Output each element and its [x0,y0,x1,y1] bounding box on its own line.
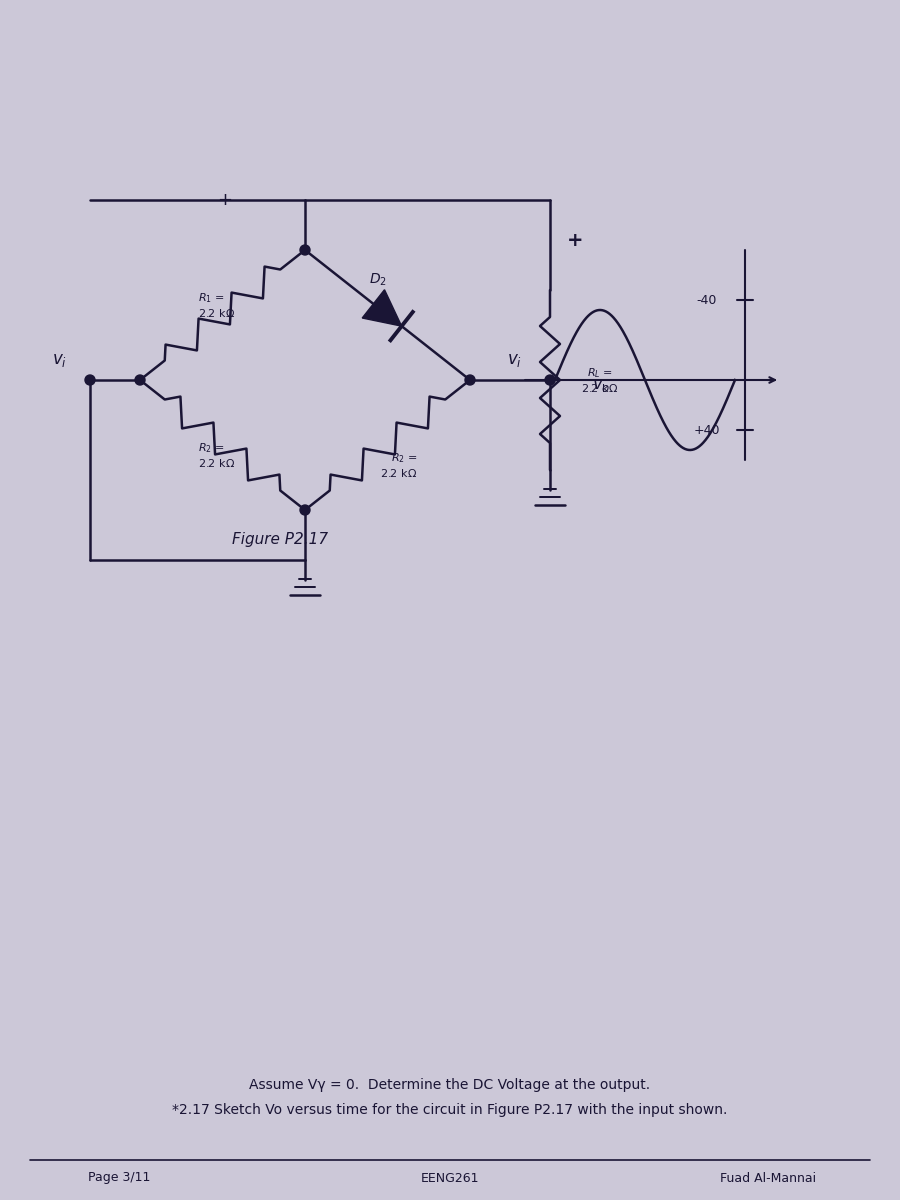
Text: EENG261: EENG261 [420,1171,479,1184]
Circle shape [300,245,310,254]
Text: $v_i$: $v_i$ [508,350,523,370]
Circle shape [85,374,95,385]
Text: Assume Vγ = 0.  Determine the DC Voltage at the output.: Assume Vγ = 0. Determine the DC Voltage … [249,1078,651,1092]
Circle shape [300,505,310,515]
Text: +40: +40 [694,424,720,437]
Text: +: + [567,230,583,250]
Text: Page 3/11: Page 3/11 [87,1171,150,1184]
Text: $R_2$ =
2.2 k$\Omega$: $R_2$ = 2.2 k$\Omega$ [381,451,418,479]
Text: *2.17 Sketch Vo versus time for the circuit in Figure P2.17 with the input shown: *2.17 Sketch Vo versus time for the circ… [172,1103,728,1117]
Text: +: + [218,191,232,209]
Text: $D_2$: $D_2$ [368,271,386,288]
Text: $R_L$ =
2.2 k$\Omega$: $R_L$ = 2.2 k$\Omega$ [581,366,618,394]
Text: Figure P2.17: Figure P2.17 [232,533,328,547]
Polygon shape [362,289,401,326]
Text: $R_1$ =
2.2 k$\Omega$: $R_1$ = 2.2 k$\Omega$ [197,292,235,319]
Circle shape [465,374,475,385]
Circle shape [135,374,145,385]
Text: $v_o$: $v_o$ [591,376,610,394]
Text: $R_2$ =
2.2 k$\Omega$: $R_2$ = 2.2 k$\Omega$ [197,442,235,469]
Text: Fuad Al-Mannai: Fuad Al-Mannai [720,1171,816,1184]
Circle shape [545,374,555,385]
Text: -40: -40 [697,294,717,306]
Text: $v_i$: $v_i$ [52,350,68,368]
